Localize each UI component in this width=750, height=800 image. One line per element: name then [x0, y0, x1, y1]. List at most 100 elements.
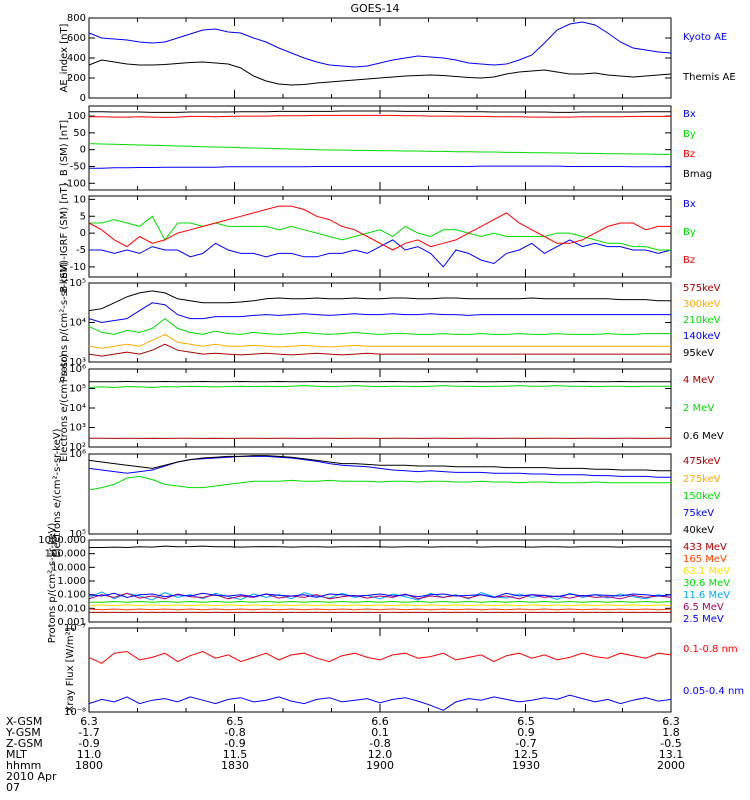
footer-value: -0.7	[515, 737, 537, 750]
y-tick-label: 0	[80, 145, 86, 156]
legend-label: Bmag	[683, 169, 712, 180]
legend-label: Bz	[683, 255, 695, 266]
series-line	[88, 694, 672, 711]
legend-label: 4 MeV	[683, 375, 714, 386]
panel-frame	[88, 453, 672, 535]
footer-date: 2010 Apr 07	[6, 770, 57, 794]
legend-label: Bz	[683, 149, 695, 160]
y-tick-label: 0	[80, 93, 86, 104]
footer-value: 1800	[75, 759, 103, 772]
legend-label: 75keV	[683, 508, 714, 519]
y-axis-label: Electrons e/(cm²-s-sr-keV)	[52, 428, 63, 557]
y-tick-label: 0.100	[57, 590, 86, 601]
legend-label: 300keV	[683, 299, 721, 310]
legend-label: 140keV	[683, 331, 721, 342]
panel-3: -10 -5 0 5 10B (SM)-IGRF (SM) [nT] Bx By Bz	[59, 183, 696, 292]
legend-label: By	[683, 129, 696, 140]
footer-value: -0.8	[224, 726, 246, 739]
series-line	[89, 215, 671, 251]
footer-row-label: Z-GSM	[6, 737, 43, 750]
y-tick-label: 10⁴	[69, 403, 86, 414]
legend-label: 150keV	[683, 491, 721, 502]
footer-value: 11.5	[222, 748, 248, 761]
legend-label: 275keV	[683, 474, 721, 485]
footer-value: 6.5	[517, 715, 535, 728]
series-line	[88, 650, 672, 664]
footer-value: -0.9	[78, 737, 100, 750]
footer-value: 1.8	[662, 726, 680, 739]
y-tick-label: -50	[70, 161, 86, 172]
series-line	[88, 302, 671, 324]
y-tick-label: 10⁻⁷	[64, 623, 86, 634]
y-tick-label: 10³	[69, 357, 86, 368]
legend-label: 95keV	[683, 348, 714, 359]
panel-frame	[88, 282, 672, 363]
footer-value: 0.1	[371, 726, 389, 739]
legend-label: 63.1 MeV	[683, 566, 730, 577]
panel-frame	[88, 17, 672, 99]
y-tick-label: 10	[73, 194, 86, 205]
series-line	[89, 114, 671, 118]
footer-value: 2000	[657, 759, 685, 772]
legend-label: 30.6 MeV	[683, 578, 730, 589]
footer-value: 1930	[512, 759, 540, 772]
panel-6: 10⁵ 10⁶ Electrons e/(cm²-s-sr-keV) 475keV 27…	[52, 428, 721, 557]
panel-frame	[88, 368, 672, 448]
y-tick-label: -10	[70, 262, 86, 273]
panel-frame	[88, 105, 672, 191]
y-tick-label: 10⁶	[69, 364, 86, 375]
y-tick-label: 5	[80, 211, 86, 222]
series-line	[88, 317, 671, 335]
footer-value: -0.9	[224, 737, 246, 750]
legend-label: 210keV	[683, 315, 721, 326]
legend-label: 165 MeV	[683, 554, 727, 565]
series-line	[88, 333, 671, 349]
y-tick-label: 10⁻⁸	[64, 707, 86, 718]
y-tick-label: 1.000	[57, 576, 86, 587]
footer-value: -0.8	[369, 737, 391, 750]
y-tick-label: -5	[76, 245, 86, 256]
footer-value: 12.5	[513, 748, 539, 761]
footer-value: -1.7	[78, 726, 100, 739]
y-tick-label: 200	[67, 73, 86, 84]
footer-value: 6.6	[371, 715, 389, 728]
footer-value: 12.0	[367, 748, 393, 761]
footer-value: 13.1	[658, 748, 684, 761]
series-line	[88, 143, 671, 155]
legend-label: Bx	[683, 199, 696, 210]
footer-row-label: hhmm	[6, 759, 42, 772]
footer-value: 11.0	[76, 748, 102, 761]
y-tick-label: 600	[67, 33, 86, 44]
series-line	[88, 205, 671, 251]
y-tick-label: -100	[63, 178, 86, 189]
footer-value: 6.5	[226, 715, 244, 728]
series-line	[88, 290, 671, 312]
footer-row-label: Y-GSM	[6, 726, 41, 739]
footer-value: 1900	[366, 759, 394, 772]
panel-7: 0.001 0.010 0.100 1.000 10.000 100.000 1000.00…	[38, 523, 730, 644]
legend-label: 2 MeV	[683, 403, 714, 414]
y-tick-label: 0.010	[57, 603, 86, 614]
series-line	[88, 475, 671, 491]
legend-label: 0.1-0.8 nm	[683, 644, 738, 655]
footer-value: 1830	[221, 759, 249, 772]
legend-label: Themis AE	[682, 72, 736, 83]
y-tick-label: 10⁶	[69, 449, 86, 460]
footer-value: 0.9	[517, 726, 535, 739]
y-tick-label: 10⁵	[69, 529, 86, 540]
y-tick-label: 800	[67, 13, 86, 24]
legend-label: 475keV	[683, 456, 721, 467]
y-tick-label: 10⁵	[69, 278, 86, 289]
legend-label: By	[683, 227, 696, 238]
y-tick-label: 400	[67, 53, 86, 64]
legend-label: 0.6 MeV	[683, 431, 724, 442]
series-line	[88, 343, 671, 357]
series-line	[89, 165, 671, 169]
footer-value: 6.3	[80, 715, 98, 728]
y-tick-label: 0	[80, 228, 86, 239]
footer-row-label: MLT	[6, 748, 27, 761]
y-tick-label: 50	[73, 128, 86, 139]
